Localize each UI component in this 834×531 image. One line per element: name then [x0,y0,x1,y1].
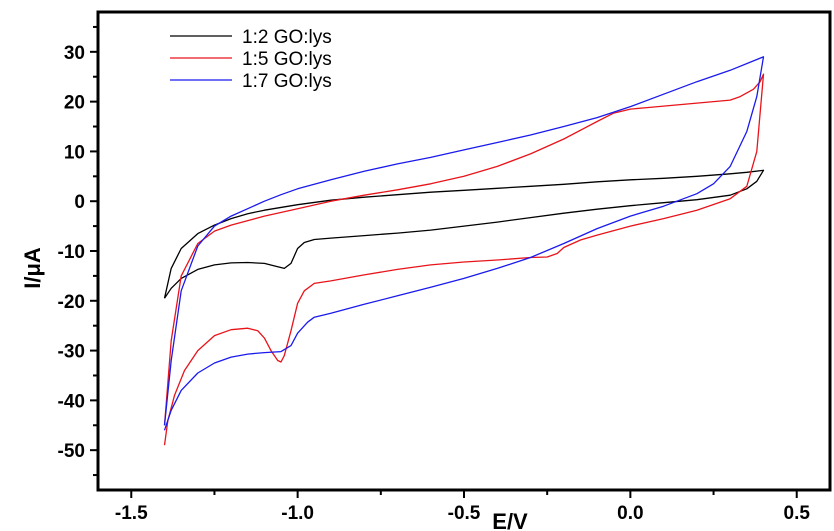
y-tick-label: 10 [64,142,85,163]
x-axis-title: E/V [492,509,528,531]
x-tick-label: -1.0 [281,503,314,524]
y-tick-label: -50 [58,441,85,462]
plot-frame [96,10,832,492]
legend-label-3: 1:7 GO:lys [242,71,332,92]
y-tick-label: 20 [64,93,85,114]
x-tick-label: -0.5 [448,503,481,524]
y-tick-label: -10 [58,242,85,263]
legend-label-1: 1:2 GO:lys [242,27,332,48]
series-line-1 [163,169,765,299]
x-tick-label: 0.5 [784,503,811,524]
y-axis-title: I/μA [20,247,45,289]
series-line-3 [163,56,765,431]
y-tick-label: -40 [58,391,85,412]
legend-label-2: 1:5 GO:lys [242,49,332,70]
y-tick-label: -20 [58,292,85,313]
y-tick-label: -30 [58,342,85,363]
y-axis: 30 20 10 0 -10 -20 -30 -40 -50 [58,25,98,477]
series-line-2 [163,73,765,446]
y-tick-label: 0 [74,192,85,213]
x-axis: -1.5 -1.0 -0.5 0.0 0.5 [115,490,810,524]
series-curves [163,56,765,446]
x-tick-label: 0.0 [617,503,643,524]
y-tick-label: 30 [64,43,85,64]
x-tick-label: -1.5 [115,503,148,524]
